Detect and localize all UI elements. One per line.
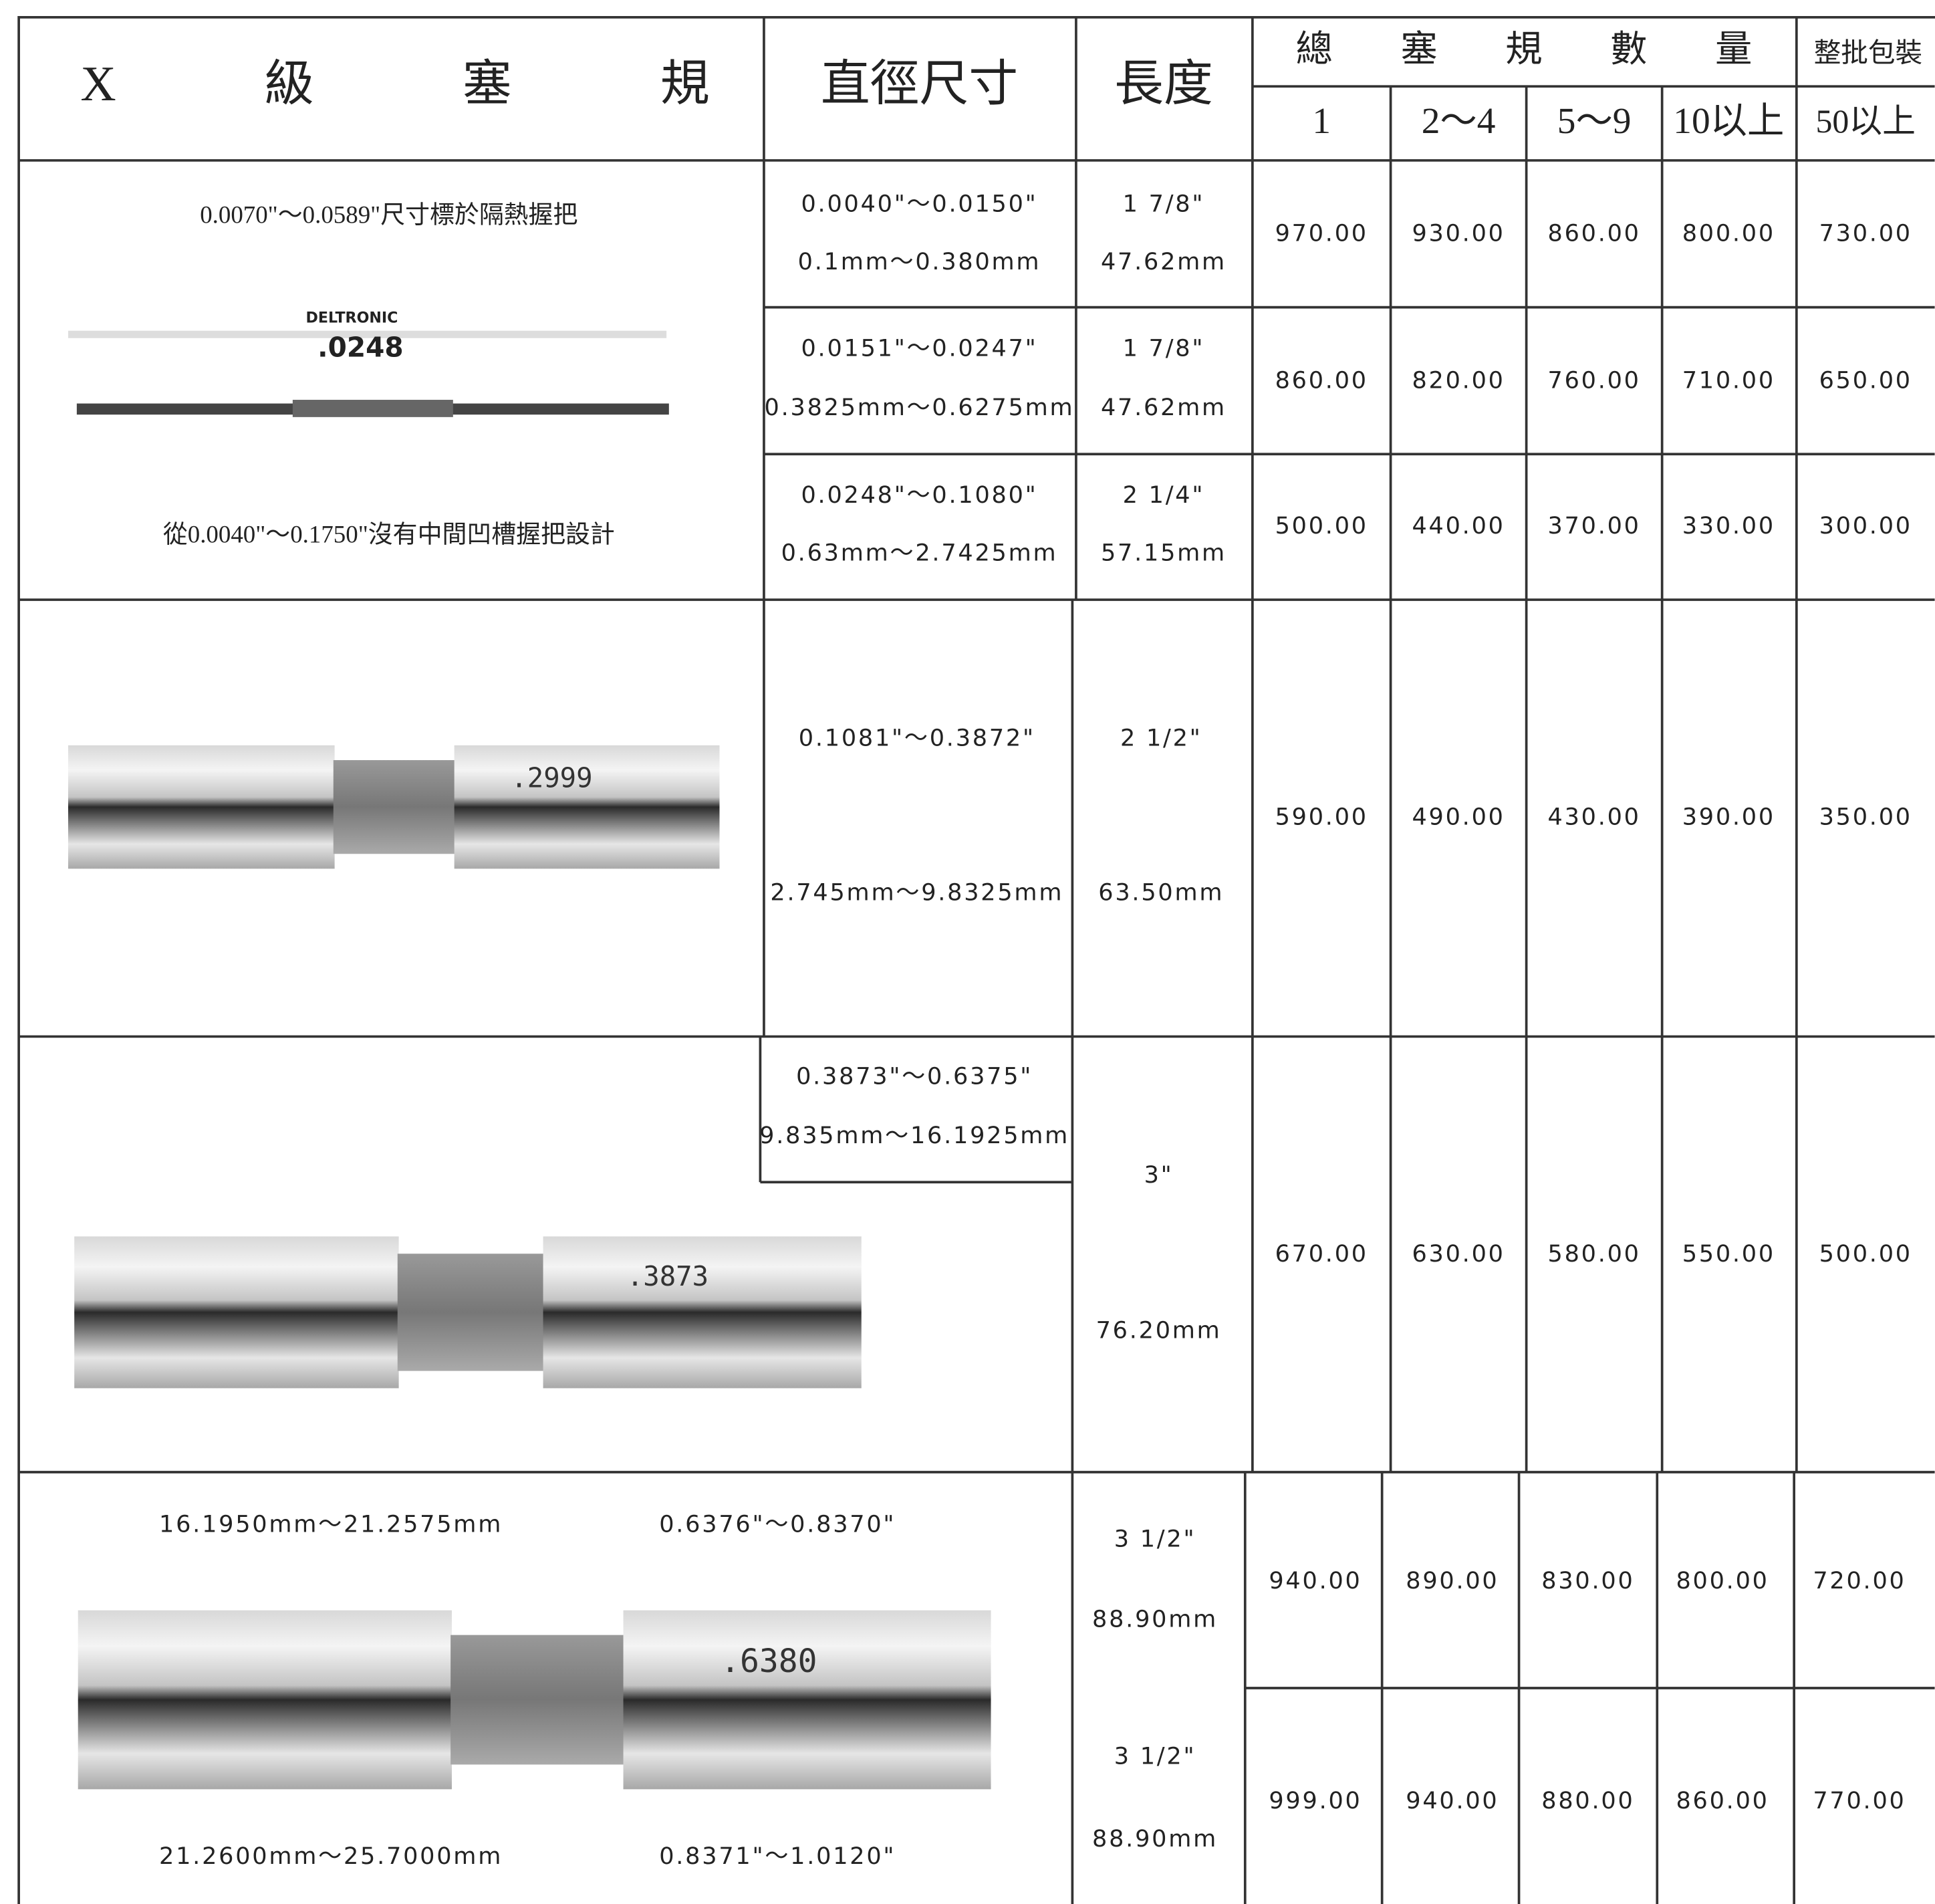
quantity-label: 10以上 <box>1673 100 1784 141</box>
diameter-mm: 2.745mm～9.8325mm <box>770 878 1063 906</box>
length-inch: 3 1/2" <box>1114 1742 1196 1770</box>
price: 860.00 <box>1275 366 1368 394</box>
price: 350.00 <box>1819 804 1912 831</box>
price: 650.00 <box>1819 366 1912 394</box>
price: 370.00 <box>1548 512 1641 540</box>
length-inch: 2 1/2" <box>1120 725 1202 752</box>
price: 770.00 <box>1813 1787 1906 1814</box>
price: 580.00 <box>1548 1240 1641 1268</box>
gauge-image: DELTRONIC .0248 <box>68 310 669 417</box>
price: 430.00 <box>1548 804 1641 831</box>
quantity-label: 1 <box>1312 100 1331 141</box>
length-mm: 63.50mm <box>1098 878 1224 906</box>
title: X級塞規 <box>80 56 709 111</box>
price: 760.00 <box>1548 366 1641 394</box>
table-body: 0.0040"～0.0150" 0.1mm～0.380mm 1 7/8" 47.62m… <box>159 190 1912 1870</box>
quantity-label: 5～9 <box>1557 100 1632 141</box>
diameter-mm: 21.2600mm～25.7000mm <box>159 1842 503 1870</box>
quantity-headers: 1 2～4 5～9 10以上 50以上 <box>1312 100 1916 141</box>
note: 從0.0040"～0.1750"沒有中間凹槽握把設計 <box>163 520 615 548</box>
diameter-header: 直徑尺寸 <box>821 56 1018 111</box>
length-inch: 3 1/2" <box>1114 1526 1196 1553</box>
grid-lines <box>17 15 1935 1904</box>
price: 999.00 <box>1269 1787 1362 1814</box>
diameter-inch: 0.3873"～0.6375" <box>796 1062 1033 1090</box>
price: 440.00 <box>1412 512 1505 540</box>
gauge-label: DELTRONIC <box>306 310 398 327</box>
price: 930.00 <box>1412 220 1505 247</box>
gauge-label: .0248 <box>317 331 403 363</box>
price: 490.00 <box>1412 804 1505 831</box>
price: 940.00 <box>1406 1787 1499 1814</box>
gauge-image: .6380 <box>78 1610 991 1790</box>
quantity-label: 2～4 <box>1422 100 1496 141</box>
quantity-label: 50以上 <box>1815 103 1915 140</box>
price: 730.00 <box>1819 220 1912 247</box>
price: 720.00 <box>1813 1567 1906 1594</box>
diameter-inch: 0.6376"～0.8370" <box>659 1510 896 1538</box>
length-header: 長度 <box>1114 56 1213 111</box>
length-inch: 3" <box>1144 1161 1174 1189</box>
price: 860.00 <box>1548 220 1641 247</box>
length-mm: 57.15mm <box>1101 540 1227 567</box>
diameter-mm: 0.3825mm～0.6275mm <box>765 394 1075 421</box>
gauge-label: .3873 <box>627 1260 708 1292</box>
price: 330.00 <box>1682 512 1775 540</box>
price: 390.00 <box>1682 804 1775 831</box>
diameter-inch: 0.8371"～1.0120" <box>659 1842 896 1870</box>
bulk-header: 整批包裝 <box>1814 37 1922 68</box>
length-mm: 88.90mm <box>1092 1825 1218 1853</box>
price: 820.00 <box>1412 366 1505 394</box>
diameter-inch: 0.0151"～0.0247" <box>801 334 1037 362</box>
length-mm: 47.62mm <box>1101 394 1227 421</box>
price: 300.00 <box>1819 512 1912 540</box>
price: 860.00 <box>1676 1787 1769 1814</box>
price: 590.00 <box>1275 804 1368 831</box>
price: 500.00 <box>1275 512 1368 540</box>
length-inch: 1 7/8" <box>1123 190 1205 217</box>
price: 940.00 <box>1269 1567 1362 1594</box>
price: 830.00 <box>1541 1567 1634 1594</box>
diameter-inch: 0.0248"～0.1080" <box>801 481 1037 509</box>
length-mm: 88.90mm <box>1092 1605 1218 1633</box>
price: 550.00 <box>1682 1240 1775 1268</box>
length-inch: 1 7/8" <box>1123 334 1205 362</box>
diameter-mm: 16.1950mm～21.2575mm <box>159 1510 503 1538</box>
price: 800.00 <box>1676 1567 1769 1594</box>
note: 0.0070"～0.0589"尺寸標於隔熱握把 <box>200 201 577 228</box>
gauge-image: .3873 <box>74 1236 862 1389</box>
gauge-label: .2999 <box>511 762 592 794</box>
price: 880.00 <box>1541 1787 1634 1814</box>
diameter-mm: 0.63mm～2.7425mm <box>781 540 1058 567</box>
price: 710.00 <box>1682 366 1775 394</box>
diameter-inch: 0.0040"～0.0150" <box>801 190 1037 217</box>
price: 970.00 <box>1275 220 1368 247</box>
gauge-label: .6380 <box>721 1643 817 1680</box>
price: 500.00 <box>1819 1240 1912 1268</box>
price: 890.00 <box>1406 1567 1499 1594</box>
quantity-header: 總塞規數量 <box>1295 29 1752 70</box>
price: 800.00 <box>1682 220 1775 247</box>
length-mm: 76.20mm <box>1096 1317 1222 1344</box>
price: 670.00 <box>1275 1240 1368 1268</box>
price: 630.00 <box>1412 1240 1505 1268</box>
length-mm: 47.62mm <box>1101 248 1227 275</box>
diameter-inch: 0.1081"～0.3872" <box>799 725 1035 752</box>
diameter-mm: 9.835mm～16.1925mm <box>759 1122 1069 1149</box>
gauge-image: .2999 <box>68 745 720 869</box>
length-inch: 2 1/4" <box>1123 481 1205 509</box>
diameter-mm: 0.1mm～0.380mm <box>798 248 1041 275</box>
